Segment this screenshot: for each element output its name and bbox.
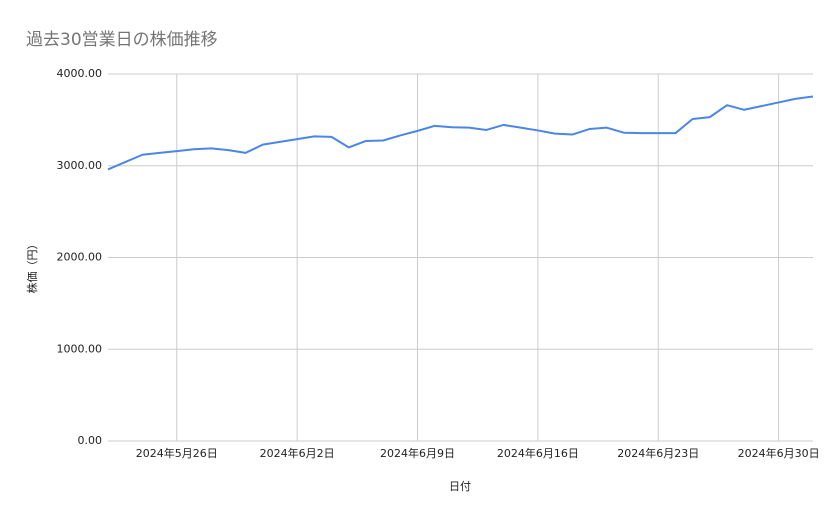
- y-tick-label: 2000.00: [57, 251, 103, 264]
- x-tick-label: 2024年5月26日: [136, 446, 218, 460]
- x-axis-title: 日付: [449, 480, 471, 493]
- chart-title: 過去30営業日の株価推移: [26, 30, 218, 50]
- x-tick-label: 2024年6月23日: [617, 446, 699, 460]
- y-axis-title: 株価（円）: [25, 239, 39, 294]
- x-tick-label: 2024年6月30日: [738, 446, 820, 460]
- x-tick-label: 2024年6月9日: [380, 446, 455, 460]
- data-line: [107, 95, 814, 171]
- y-tick-label: 4000.00: [57, 67, 103, 80]
- x-tick-label: 2024年6月16日: [497, 446, 579, 460]
- y-tick-label: 1000.00: [57, 342, 103, 355]
- y-tick-label: 0.00: [78, 434, 103, 447]
- x-tick-label: 2024年6月2日: [260, 446, 335, 460]
- y-tick-label: 3000.00: [57, 159, 103, 172]
